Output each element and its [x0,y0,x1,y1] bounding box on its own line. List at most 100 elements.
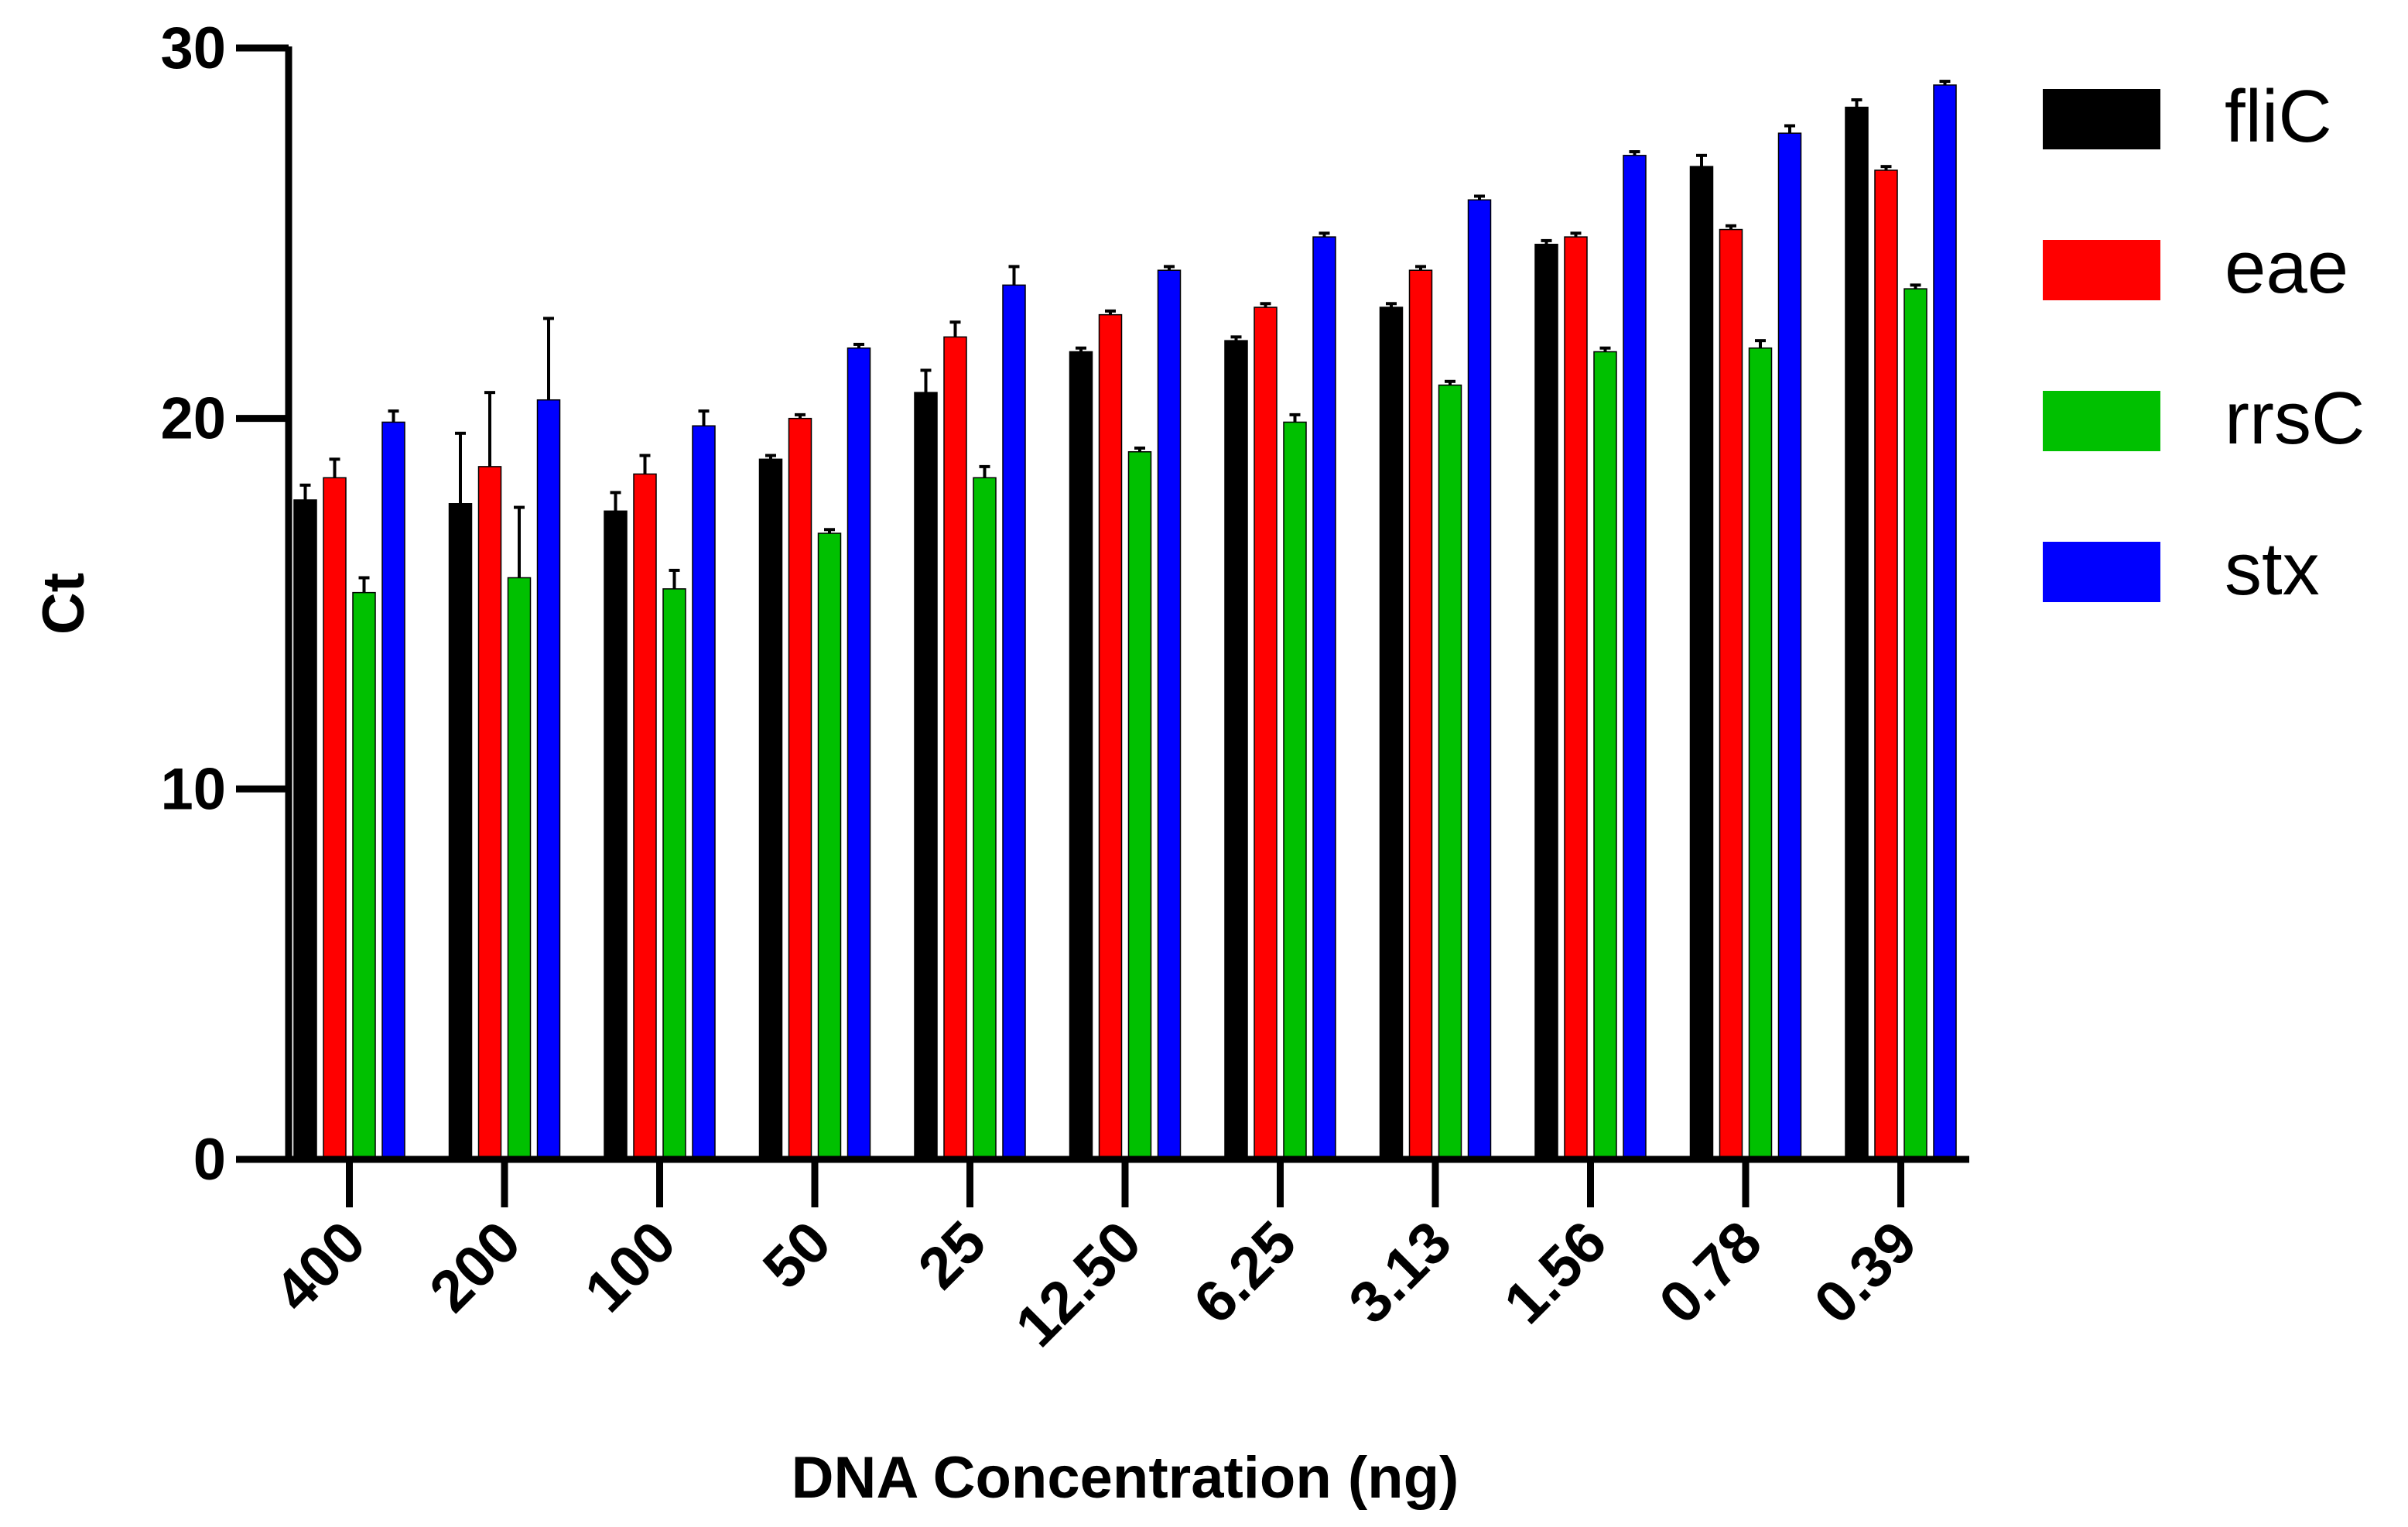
legend-swatch-fliC [2043,89,2160,149]
legend-label-eae: eae [2225,226,2348,309]
errorbar-rrsC-12.50 [1134,446,1145,452]
bar-fliC-6.25 [1224,340,1248,1160]
bar-stx-6.25 [1312,236,1336,1160]
legend-swatch-eae [2043,240,2160,300]
errorbar-stx-200 [543,317,554,400]
bar-fliC-25 [914,392,938,1160]
bar-eae-1.56 [1564,236,1588,1160]
x-tick-label-50: 50 [751,1209,843,1302]
x-tick-label-1.56: 1.56 [1492,1209,1620,1337]
errorbar-stx-0.78 [1784,124,1795,134]
bar-stx-12.50 [1157,269,1182,1160]
bar-rrsC-1.56 [1593,351,1617,1160]
bar-rrsC-0.78 [1748,347,1773,1160]
bar-stx-25 [1002,284,1026,1160]
bar-eae-12.50 [1098,313,1123,1160]
errorbar-eae-6.25 [1260,302,1271,308]
bar-stx-0.39 [1933,84,1957,1160]
errorbar-stx-50 [853,342,864,348]
bar-fliC-3.13 [1379,306,1404,1160]
x-tick-label-3.13: 3.13 [1336,1209,1464,1337]
errorbar-rrsC-50 [824,528,835,534]
errorbar-fliC-12.50 [1076,346,1086,352]
errorbar-rrsC-3.13 [1445,379,1455,385]
legend-label-fliC: fliC [2225,75,2332,158]
bar-stx-400 [381,421,405,1160]
bar-fliC-50 [758,458,783,1160]
bar-stx-3.13 [1467,199,1492,1160]
legend-item-stx: stx [2043,528,2320,611]
errorbar-eae-12.50 [1105,309,1116,315]
bar-rrsC-100 [662,588,686,1160]
bar-stx-1.56 [1623,155,1647,1160]
y-tick-label-20: 20 [160,386,226,452]
legend-item-rrsC: rrsC [2043,377,2365,460]
errorbar-fliC-6.25 [1230,335,1242,341]
bar-rrsC-400 [352,591,376,1160]
errorbar-rrsC-0.39 [1910,283,1921,289]
errorbar-eae-0.78 [1726,224,1736,230]
errorbar-stx-100 [698,409,710,426]
axes-layer [236,44,1969,1207]
errorbar-rrsC-400 [358,576,370,593]
y-tick-label-0: 0 [193,1127,226,1193]
bar-rrsC-0.39 [1903,288,1927,1160]
errorbar-eae-50 [795,413,806,419]
errorbar-stx-1.56 [1629,150,1640,156]
bars-layer [293,84,1957,1160]
legend-item-eae: eae [2043,226,2348,309]
errorbar-eae-400 [329,457,340,478]
x-axis-title: DNA Concentration (ng) [792,1445,1459,1511]
errorbar-stx-0.39 [1939,80,1951,85]
bar-eae-200 [477,466,502,1160]
errorbar-fliC-200 [455,431,466,504]
bar-eae-25 [943,336,967,1160]
errorbar-eae-100 [639,454,651,474]
bar-stx-0.78 [1777,132,1802,1160]
legend: fliC eae rrsC stx [2043,75,2365,611]
errorbar-rrsC-25 [979,464,990,478]
y-axis-title: Ct [31,573,97,635]
bar-fliC-1.56 [1534,243,1558,1160]
errorbar-fliC-0.78 [1696,153,1707,167]
errorbar-rrsC-0.78 [1755,339,1766,348]
errorbar-eae-3.13 [1415,265,1426,271]
bar-fliC-0.78 [1689,166,1714,1160]
x-tick-label-400: 400 [262,1209,378,1325]
y-tick-label-30: 30 [160,15,226,81]
error-bars-layer [299,80,1951,593]
errorbar-fliC-50 [765,454,776,460]
bar-eae-50 [788,417,812,1160]
errorbar-eae-200 [484,391,495,467]
x-tick-label-12.50: 12.50 [1003,1209,1154,1360]
y-tick-labels: 0 10 20 30 [160,15,226,1193]
legend-swatch-rrsC [2043,391,2160,451]
errorbar-fliC-1.56 [1541,238,1552,245]
bar-eae-3.13 [1408,269,1433,1160]
errorbar-rrsC-6.25 [1289,413,1301,423]
bar-rrsC-3.13 [1438,384,1462,1160]
bar-rrsC-50 [817,532,842,1160]
errorbar-rrsC-1.56 [1599,346,1611,352]
errorbar-eae-1.56 [1570,231,1582,238]
x-tick-label-0.39: 0.39 [1802,1209,1930,1337]
x-tick-label-25: 25 [906,1209,999,1302]
legend-label-stx: stx [2225,528,2320,611]
bar-fliC-400 [293,499,317,1160]
errorbar-stx-400 [388,409,399,423]
bar-eae-0.39 [1874,169,1898,1160]
bar-stx-200 [536,399,561,1160]
bar-eae-400 [323,477,347,1160]
bar-rrsC-6.25 [1283,421,1307,1160]
errorbar-rrsC-200 [514,505,525,578]
errorbar-fliC-400 [299,483,311,500]
errorbar-fliC-25 [920,368,932,393]
errorbar-stx-3.13 [1474,194,1485,200]
errorbar-eae-0.39 [1880,165,1892,170]
errorbar-rrsC-100 [669,568,680,589]
errorbar-stx-6.25 [1319,231,1330,238]
errorbar-stx-12.50 [1164,265,1175,271]
errorbar-fliC-3.13 [1386,302,1397,308]
legend-swatch-stx [2043,542,2160,602]
y-tick-label-10: 10 [160,756,226,822]
